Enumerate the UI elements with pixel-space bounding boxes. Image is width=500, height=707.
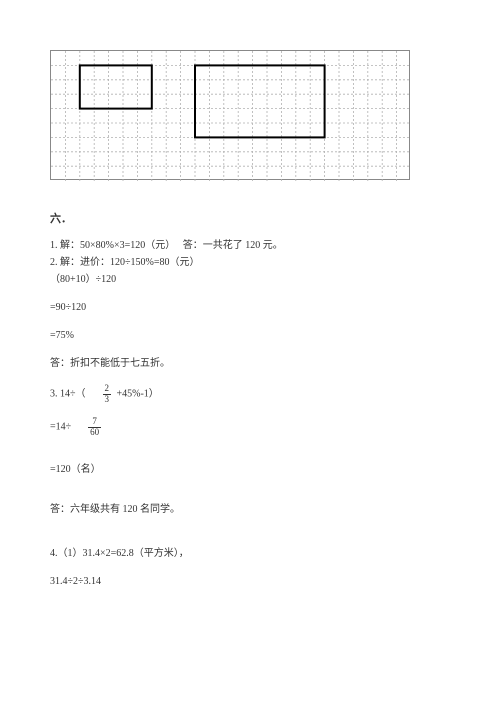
fraction-2-3: 23 (103, 384, 112, 405)
q2-line1: 2. 解：进价：120÷150%=80（元） (50, 255, 450, 270)
q3-l1-a: 3. 14÷（ (50, 389, 86, 400)
q2-line5: 答：折扣不能低于七五折。 (50, 356, 450, 372)
q4-line2: 31.4÷2÷3.14 (50, 574, 450, 590)
q3-line3: =120（名） (50, 462, 450, 478)
fraction-7-60: 760 (88, 417, 101, 438)
q4-line1: 4.（1）31.4×2=62.8（平方米）， (50, 546, 450, 562)
q2-line4: =75% (50, 328, 450, 344)
grid-figure (50, 50, 410, 180)
q3-line4: 答：六年级共有 120 名同学。 (50, 502, 450, 518)
q3-line2: =14÷ 760 (50, 417, 450, 438)
q3-l2-a: =14÷ (50, 421, 71, 432)
q3-line1: 3. 14÷（ 23 +45%-1） (50, 384, 450, 405)
q1-line: 1. 解：50×80%×3=120（元） 答：一共花了 120 元。 (50, 238, 450, 253)
section-six-title: 六． (50, 210, 450, 226)
q2-line2: （80+10）÷120 (50, 272, 450, 288)
grid-svg (51, 51, 411, 181)
q3-l1-b: +45%-1） (114, 389, 159, 400)
q2-line3: =90÷120 (50, 300, 450, 316)
